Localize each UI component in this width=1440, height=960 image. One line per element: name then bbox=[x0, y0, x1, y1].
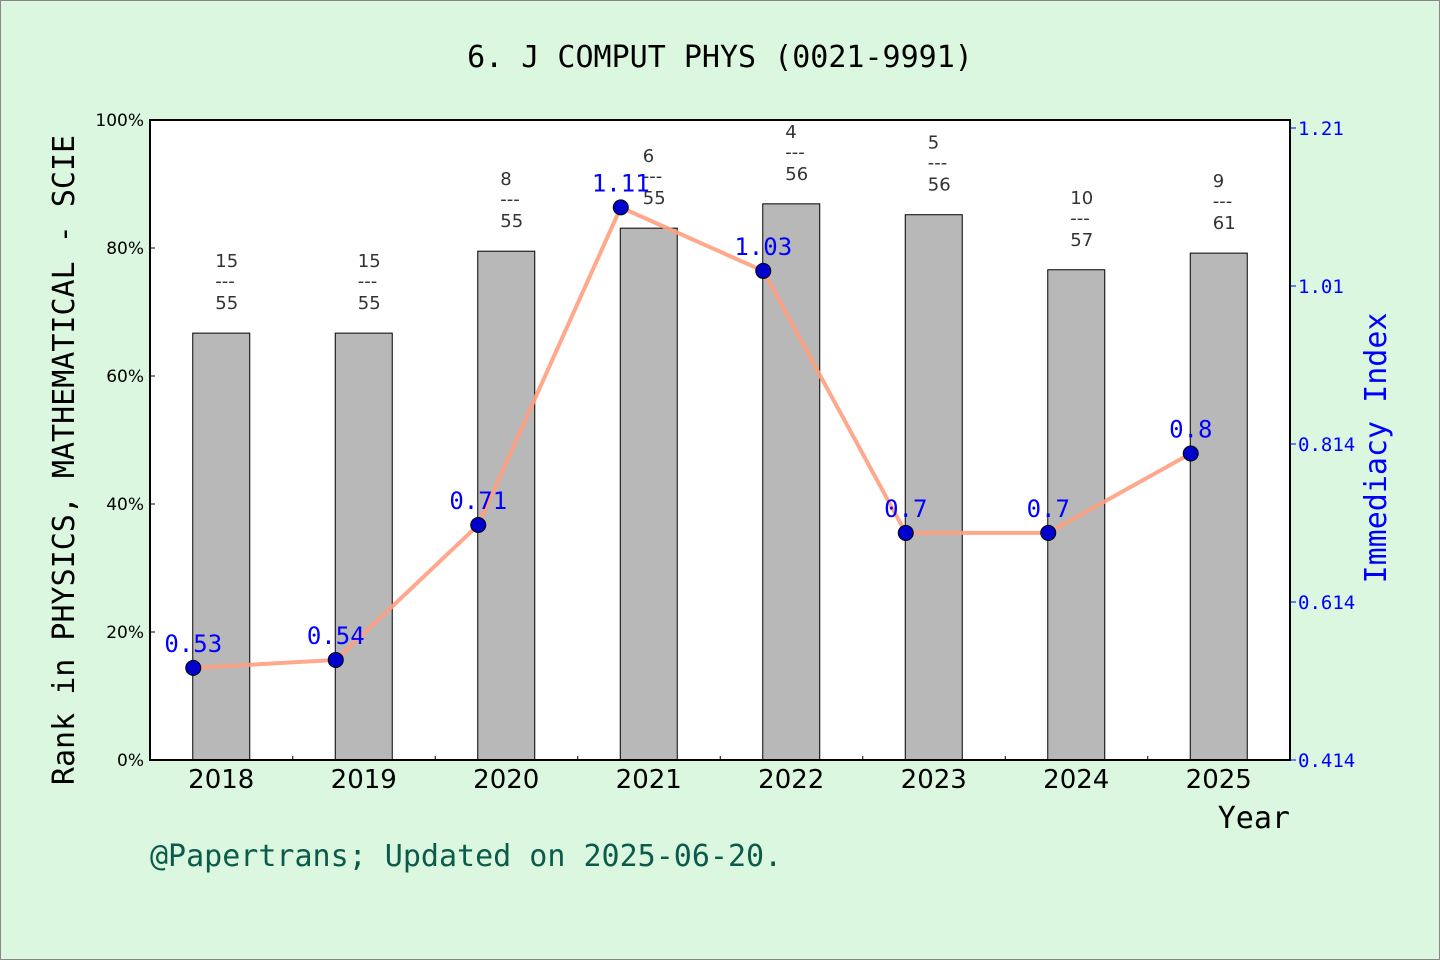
bar-total-label: 55 bbox=[643, 188, 666, 209]
bar-total-label: 57 bbox=[1070, 230, 1093, 251]
immediacy-point-2021 bbox=[612, 199, 629, 216]
left-axis-label: Rank in PHYSICS, MATHEMATICAL - SCIE bbox=[47, 135, 82, 785]
bar-fraction-line: --- bbox=[643, 166, 663, 187]
bar-fraction-line: --- bbox=[928, 153, 948, 174]
x-tick-label: 2019 bbox=[331, 765, 397, 795]
bar-rank-label: 10 bbox=[1070, 188, 1093, 209]
bar-rank-label: 5 bbox=[928, 133, 939, 154]
immediacy-value-label: 1.11 bbox=[592, 169, 650, 197]
x-tick-label: 2025 bbox=[1186, 765, 1252, 795]
bar-total-label: 55 bbox=[358, 293, 381, 314]
right-tick-label: 0.414 bbox=[1298, 750, 1355, 772]
bar-total-label: 56 bbox=[785, 164, 808, 185]
bar-fraction-line: --- bbox=[1070, 208, 1090, 229]
bar-2018 bbox=[192, 332, 251, 761]
bar-rank-label: 15 bbox=[358, 251, 381, 272]
footer-credit: @Papertrans; Updated on 2025-06-20. bbox=[150, 839, 782, 874]
left-tick-label: 60% bbox=[106, 367, 144, 387]
x-tick-label: 2018 bbox=[188, 765, 254, 795]
x-tick-label: 2022 bbox=[758, 765, 824, 795]
bar-rank-label: 6 bbox=[643, 146, 654, 167]
left-tick-label: 0% bbox=[117, 751, 144, 771]
bar-2025 bbox=[1189, 252, 1248, 761]
bar-total-label: 55 bbox=[500, 211, 523, 232]
immediacy-point-2025 bbox=[1182, 445, 1199, 462]
immediacy-point-2020 bbox=[470, 516, 487, 533]
x-tick-label: 2021 bbox=[616, 765, 682, 795]
bar-total-label: 56 bbox=[928, 175, 951, 196]
right-tick-label: 1.01 bbox=[1298, 276, 1344, 298]
bar-fraction-line: --- bbox=[1213, 191, 1233, 212]
immediacy-value-label: 0.7 bbox=[884, 495, 927, 523]
immediacy-line bbox=[193, 204, 1192, 670]
left-tick-label: 80% bbox=[106, 239, 144, 259]
left-tick-label: 40% bbox=[106, 495, 144, 515]
bar-total-label: 61 bbox=[1213, 213, 1236, 234]
immediacy-point-2018 bbox=[185, 659, 202, 676]
bar-2021 bbox=[619, 227, 678, 761]
bar-fraction-line: --- bbox=[785, 142, 805, 163]
immediacy-value-label: 0.8 bbox=[1169, 416, 1212, 444]
immediacy-value-label: 1.03 bbox=[734, 233, 792, 261]
bar-total-label: 55 bbox=[215, 293, 238, 314]
immediacy-point-2023 bbox=[897, 524, 914, 541]
bar-fraction-line: --- bbox=[215, 271, 235, 292]
right-tick-label: 0.814 bbox=[1298, 434, 1355, 456]
x-tick-label: 2024 bbox=[1043, 765, 1109, 795]
chart-title: 6. J COMPUT PHYS (0021-9991) bbox=[467, 40, 973, 75]
bar-rank-label: 15 bbox=[215, 251, 238, 272]
bar-rank-label: 9 bbox=[1213, 171, 1224, 192]
left-tick-label: 100% bbox=[95, 111, 144, 131]
bar-2019 bbox=[334, 332, 393, 761]
immediacy-value-label: 0.53 bbox=[164, 630, 222, 658]
bar-2022 bbox=[762, 203, 821, 761]
x-axis-label: Year bbox=[1218, 801, 1290, 836]
immediacy-point-2024 bbox=[1040, 524, 1057, 541]
bar-fraction-line: --- bbox=[358, 271, 378, 292]
immediacy-value-label: 0.71 bbox=[449, 487, 507, 515]
immediacy-point-2022 bbox=[755, 262, 772, 279]
left-tick-label: 20% bbox=[106, 623, 144, 643]
immediacy-value-label: 0.54 bbox=[307, 622, 365, 650]
bar-2024 bbox=[1047, 269, 1106, 761]
immediacy-value-label: 0.7 bbox=[1027, 495, 1070, 523]
right-tick-label: 0.614 bbox=[1298, 592, 1355, 614]
bar-rank-label: 4 bbox=[785, 122, 796, 143]
right-axis-label: Immediacy Index bbox=[1359, 313, 1394, 584]
bar-2023 bbox=[904, 214, 963, 761]
plot-area bbox=[150, 120, 1290, 760]
bar-rank-label: 8 bbox=[500, 169, 511, 190]
immediacy-point-2019 bbox=[327, 651, 344, 668]
x-tick-label: 2023 bbox=[901, 765, 967, 795]
x-tick-label: 2020 bbox=[473, 765, 539, 795]
right-tick-label: 1.21 bbox=[1298, 118, 1344, 140]
bar-fraction-line: --- bbox=[500, 189, 520, 210]
